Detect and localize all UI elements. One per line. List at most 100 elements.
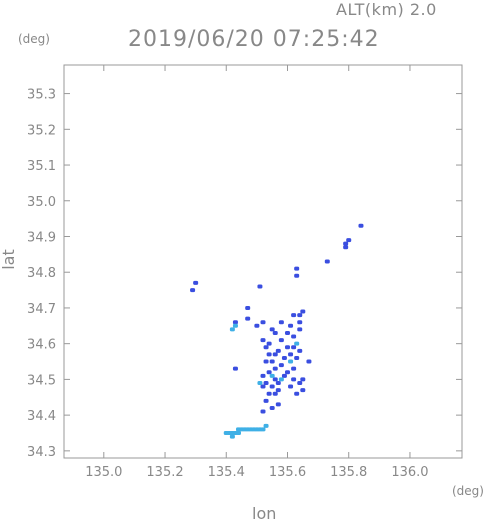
data-point-strong [300,377,306,382]
data-point-weak [257,380,263,385]
x-unit-label: (deg) [452,484,484,498]
data-point-strong [284,370,290,375]
x-axis-label: lon [252,504,277,523]
axis-ticks: 135.0 135.2 135.4 135.6 135.8 136.0 34.3 34.4 34… [27,65,462,480]
data-point-strong [260,320,266,325]
y-tick-label: 35.3 [27,88,56,103]
x-tick-label: 135.4 [208,465,245,480]
data-point-strong [284,345,290,350]
data-point-strong [288,352,294,357]
y-tick-label: 34.6 [27,338,56,353]
data-point-strong [306,359,312,364]
data-point-weak [229,434,235,439]
data-point-strong [260,338,266,343]
data-point-strong [245,305,251,310]
x-tick-label: 135.8 [330,465,367,480]
data-point-strong [291,345,297,350]
data-point-weak [288,359,294,364]
y-tick-label: 35.1 [27,159,56,174]
data-point-strong [294,273,300,278]
data-point-strong [275,402,281,407]
y-tick-label: 34.4 [27,409,56,424]
chart-title: 2019/06/20 07:25:42 [128,27,380,52]
data-point-strong [269,384,275,389]
data-point-strong [190,288,196,293]
data-point-strong [232,366,238,371]
y-unit-label: (deg) [18,32,50,46]
data-point-strong [269,327,275,332]
data-point-weak [260,427,266,432]
data-point-strong [284,330,290,335]
y-tick-label: 35.2 [27,123,56,138]
data-point-strong [245,316,251,321]
data-point-strong [297,320,303,325]
data-point-weak [278,377,284,382]
data-point-strong [272,377,278,382]
data-point-strong [263,398,269,403]
data-point-strong [260,409,266,414]
data-point-strong [263,359,269,364]
data-point-strong [281,355,287,360]
data-point-strong [346,238,352,243]
data-point-strong [278,320,284,325]
data-point-strong [272,366,278,371]
data-point-strong [232,320,238,325]
x-tick-label: 136.0 [391,465,428,480]
data-point-strong [297,313,303,318]
data-point-strong [272,352,278,357]
data-point-strong [278,363,284,368]
data-point-strong [266,341,272,346]
data-point-strong [260,384,266,389]
x-tick-label: 135.6 [269,465,306,480]
data-points [190,223,364,439]
data-point-weak [223,430,229,435]
altitude-label: ALT(km) 2.0 [336,0,437,19]
data-point-strong [272,391,278,396]
data-point-strong [275,388,281,393]
data-point-weak [269,373,275,378]
data-point-strong [269,359,275,364]
y-tick-label: 34.3 [27,445,56,460]
data-point-strong [294,266,300,271]
y-tick-label: 34.8 [27,266,56,281]
x-tick-label: 135.2 [146,465,183,480]
data-point-strong [297,348,303,353]
data-point-strong [275,380,281,385]
data-point-strong [291,377,297,382]
data-point-strong [193,280,199,285]
data-point-strong [324,259,330,264]
data-point-weak [294,341,300,346]
y-tick-label: 35.0 [27,195,56,210]
data-point-weak [229,327,235,332]
data-point-strong [358,223,364,228]
data-point-strong [294,355,300,360]
data-point-strong [266,370,272,375]
data-point-strong [278,338,284,343]
data-point-strong [291,334,297,339]
data-point-strong [257,284,263,289]
y-tick-label: 34.9 [27,230,56,245]
data-point-strong [254,323,260,328]
data-point-strong [266,391,272,396]
y-tick-label: 34.7 [27,302,56,317]
data-point-strong [269,405,275,410]
data-point-strong [260,373,266,378]
data-point-strong [281,373,287,378]
data-point-strong [266,352,272,357]
data-point-strong [272,330,278,335]
data-point-strong [297,327,303,332]
x-tick-label: 135.0 [85,465,122,480]
data-point-strong [291,366,297,371]
data-point-strong [343,245,349,250]
plot-frame [63,64,463,459]
data-point-strong [263,345,269,350]
data-point-strong [300,309,306,314]
data-point-strong [300,388,306,393]
data-point-strong [343,241,349,246]
data-point-strong [263,380,269,385]
data-point-weak [236,430,242,435]
data-point-strong [291,313,297,318]
data-point-strong [275,348,281,353]
data-point-strong [288,384,294,389]
